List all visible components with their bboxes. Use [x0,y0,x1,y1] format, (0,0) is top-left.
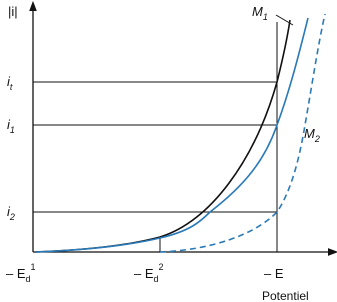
y-axis-label: |i| [8,4,18,19]
label-base: M [252,4,263,19]
label-sup: 1 [31,262,36,272]
guides [33,22,278,252]
label-sub: d [26,274,31,284]
level-label: i2 [7,204,15,222]
level-label: i1 [7,117,15,135]
curve-label: M1 [252,4,268,22]
label-sub: 2 [9,212,15,222]
label-sub: t [10,82,13,92]
label-sub: d [154,274,159,284]
label-base: i [7,204,11,219]
curve-label: M2 [304,126,320,144]
label-sub: 1 [263,12,268,22]
level-label: it [7,74,13,92]
leader-line [275,14,294,26]
label-base: – E [134,266,154,281]
curve-m1 [34,19,291,253]
label-base: – E [264,266,284,281]
curve-m2 [159,13,326,253]
label-base: i [7,117,11,132]
label-base: – E [6,266,26,281]
label-base: M [304,126,315,141]
label-sub: 2 [314,134,320,144]
level-label: – Ed2 [134,262,164,284]
level-label: – Ed1 [6,262,36,284]
label-sup: 2 [159,262,164,272]
level-label: – E [264,266,284,281]
label-base: i [7,74,11,89]
label-sub: 1 [10,125,15,135]
curve-m1-blue [34,17,309,253]
x-axis-label: Potentiel [262,289,309,302]
